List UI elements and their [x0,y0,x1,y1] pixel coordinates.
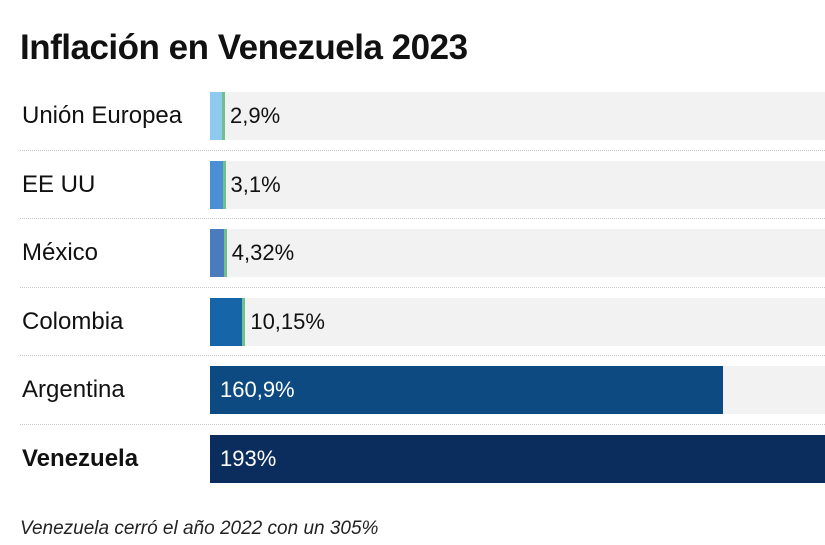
value-label: 160,9% [220,377,295,402]
bar-end-marker [222,92,225,140]
category-label: Unión Europea [22,102,183,129]
category-label: México [22,239,99,266]
value-label: 10,15% [250,308,325,334]
row-separator [20,423,825,425]
value-label: 4,32% [231,240,295,265]
bar [210,434,825,483]
bar [210,92,222,140]
bar-end-marker [242,297,246,346]
row-separator [20,149,825,151]
bar [210,366,723,414]
row-separator [20,218,825,219]
category-label: EE UU [22,170,96,198]
row-separator [20,355,825,356]
chart-row: México 4,32% [0,218,825,287]
row-separator [20,286,825,288]
bar-track [210,92,825,140]
value-label: 2,9% [230,103,281,128]
bar [210,297,243,346]
bar [210,229,224,277]
chart-row: Venezuela 193% [0,423,825,493]
value-label: 193% [220,445,277,471]
bar [210,160,223,209]
bar-track [210,297,825,346]
bar-end-marker [223,229,227,277]
bar-end-marker [222,160,226,209]
footnote: Venezuela cerró el año 2022 con un 305% [20,518,379,539]
chart-row: Argentina 160,9% [0,355,825,424]
bar-track [210,160,825,209]
category-label: Venezuela [22,444,139,472]
category-label: Argentina [22,376,125,403]
category-label: Colombia [22,307,124,335]
chart-title: Inflación en Venezuela 2023 [20,28,468,67]
chart-row: EE UU 3,1% [0,149,825,219]
chart-row: Unión Europea 2,9% [0,82,825,150]
value-label: 3,1% [230,171,281,197]
bar-track [210,229,825,277]
chart-row: Colombia 10,15% [0,286,825,356]
